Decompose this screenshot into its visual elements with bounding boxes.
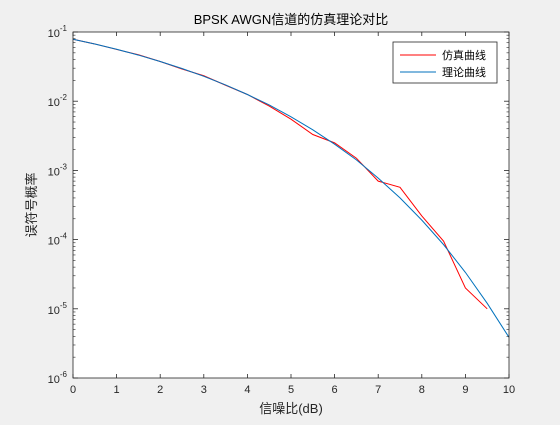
x-tick-label: 5 xyxy=(288,384,294,396)
legend: 仿真曲线 理论曲线 xyxy=(392,41,498,84)
x-tick-label: 10 xyxy=(503,384,515,396)
x-axis-title: 信噪比(dB) xyxy=(259,401,323,416)
x-tick-label: 8 xyxy=(419,384,425,396)
legend-label-theory: 理论曲线 xyxy=(442,65,486,79)
x-tick-label: 2 xyxy=(157,384,163,396)
x-tick-label: 9 xyxy=(462,384,468,396)
y-tick-label: 10-2 xyxy=(48,93,68,109)
x-tick-label: 6 xyxy=(332,384,338,396)
x-tick-label: 0 xyxy=(70,384,76,396)
y-axis-title: 误符号概率 xyxy=(24,172,39,237)
x-tick-label: 1 xyxy=(114,384,120,396)
chart-title: BPSK AWGN信道的仿真理论对比 xyxy=(194,12,389,27)
x-tick-label: 7 xyxy=(375,384,381,396)
series-line-1 xyxy=(72,38,510,338)
legend-box xyxy=(392,41,498,84)
x-tick-label: 4 xyxy=(244,384,250,396)
y-tick-label: 10-6 xyxy=(48,370,68,386)
y-tick-label: 10-1 xyxy=(48,24,68,40)
legend-label-simulated: 仿真曲线 xyxy=(442,48,486,62)
plot-area xyxy=(73,32,509,378)
y-tick-label: 10-4 xyxy=(48,232,68,248)
y-tick-label: 10-3 xyxy=(48,162,68,178)
x-tick-label: 3 xyxy=(201,384,207,396)
y-tick-label: 10-5 xyxy=(48,301,68,317)
